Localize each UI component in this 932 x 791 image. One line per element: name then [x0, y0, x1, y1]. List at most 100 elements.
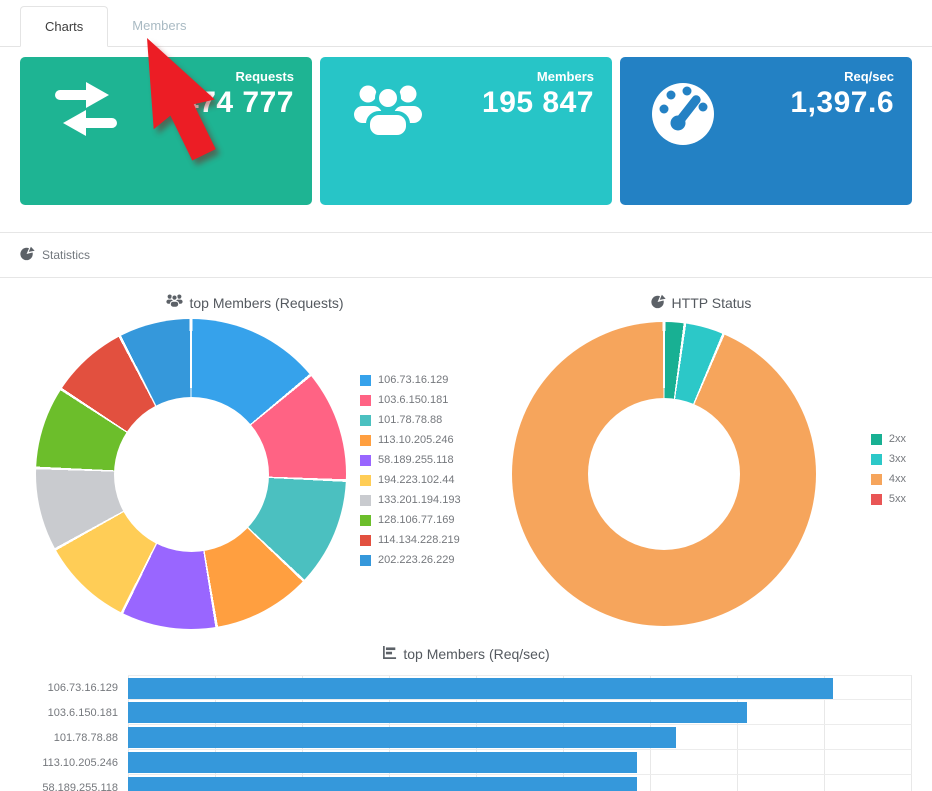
- color-swatch: [360, 494, 371, 506]
- bar-category-label: 106.73.16.129: [47, 681, 118, 694]
- bar-row: 101.78.78.88: [20, 725, 912, 750]
- donut-charts-row: top Members (Requests) 106.73.16.129 103.…: [0, 278, 932, 629]
- top-members-requests-panel: top Members (Requests) 106.73.16.129 103.…: [20, 294, 490, 629]
- reqsec-card-label: Req/sec: [844, 69, 894, 84]
- color-swatch: [360, 394, 371, 406]
- members-card-value: 195 847: [482, 86, 594, 119]
- legend-item[interactable]: 113.10.205.246: [360, 434, 461, 446]
- color-swatch: [360, 414, 371, 426]
- users-icon: [166, 294, 184, 311]
- members-card: Members 195 847: [320, 57, 612, 205]
- bar-row: 58.189.255.118: [20, 775, 912, 791]
- bar[interactable]: [128, 777, 637, 791]
- legend-label: 128.106.77.169: [378, 514, 455, 526]
- top-members-requests-title-text: top Members (Requests): [189, 294, 344, 311]
- legend-item[interactable]: 2xx: [870, 433, 906, 445]
- bar-row: 113.10.205.246: [20, 750, 912, 775]
- legend-item[interactable]: 101.78.78.88: [360, 414, 461, 426]
- statistics-section-header: Statistics: [0, 232, 932, 278]
- legend-label: 2xx: [888, 433, 906, 445]
- legend-label: 106.73.16.129: [378, 374, 449, 386]
- members-card-text: Members 195 847: [482, 69, 594, 120]
- stat-cards-row: Requests 474 777 Members 195 847: [0, 47, 932, 205]
- reqsec-card: Req/sec 1,397.6: [620, 57, 912, 205]
- bar-category-label: 113.10.205.246: [42, 756, 118, 769]
- legend-item[interactable]: 194.223.102.44: [360, 474, 461, 486]
- legend-item[interactable]: 103.6.150.181: [360, 394, 461, 406]
- http-status-title-text: HTTP Status: [671, 295, 752, 311]
- color-swatch: [870, 453, 882, 465]
- top-members-reqsec-title-text: top Members (Req/sec): [403, 646, 550, 662]
- tab-charts[interactable]: Charts: [20, 6, 109, 47]
- legend-item[interactable]: 3xx: [870, 453, 906, 465]
- legend-item[interactable]: 133.201.194.193: [360, 494, 461, 506]
- bar-category-label: 101.78.78.88: [53, 731, 118, 744]
- bar-track: [128, 675, 912, 700]
- color-swatch: [360, 554, 371, 566]
- legend-label: 133.201.194.193: [378, 494, 461, 506]
- pie-chart-icon: [20, 246, 35, 264]
- requests-card: Requests 474 777: [20, 57, 312, 205]
- pie-chart-icon: [650, 294, 666, 312]
- exchange-icon: [50, 81, 122, 142]
- top-members-reqsec-panel: top Members (Req/sec) 106.73.16.129 103.6…: [0, 629, 932, 791]
- tab-members[interactable]: Members: [132, 18, 187, 33]
- color-swatch: [360, 434, 371, 446]
- requests-card-text: Requests 474 777: [182, 69, 294, 120]
- top-members-reqsec-title: top Members (Req/sec): [20, 645, 912, 663]
- legend-label: 113.10.205.246: [378, 434, 454, 446]
- requests-card-value: 474 777: [182, 86, 294, 119]
- color-swatch: [870, 493, 882, 505]
- users-icon: [350, 81, 426, 142]
- http-status-title: HTTP Status: [490, 294, 912, 312]
- legend-label: 202.223.26.229: [378, 554, 455, 566]
- bar-category-label: 103.6.150.181: [47, 706, 118, 719]
- color-swatch: [360, 374, 371, 386]
- legend-label: 5xx: [888, 493, 906, 505]
- bar-row: 103.6.150.181: [20, 700, 912, 725]
- legend-item[interactable]: 128.106.77.169: [360, 514, 461, 526]
- top-members-requests-donut[interactable]: [36, 319, 346, 629]
- color-swatch: [360, 474, 371, 486]
- http-status-donut[interactable]: [512, 322, 816, 626]
- reqsec-card-text: Req/sec 1,397.6: [790, 69, 894, 120]
- bar-category-label: 58.189.255.118: [42, 781, 118, 791]
- legend-item[interactable]: 58.189.255.118: [360, 454, 461, 466]
- legend-label: 3xx: [888, 453, 906, 465]
- color-swatch: [870, 473, 882, 485]
- legend-item[interactable]: 4xx: [870, 473, 906, 485]
- top-members-requests-legend: 106.73.16.129 103.6.150.181 101.78.78.88 11…: [360, 374, 461, 566]
- http-status-chart: 2xx 3xx 4xx 5xx: [490, 312, 912, 626]
- http-status-panel: HTTP Status 2xx 3xx 4xx 5xx: [490, 294, 912, 629]
- legend-item[interactable]: 5xx: [870, 493, 906, 505]
- bar[interactable]: [128, 727, 677, 748]
- bar-track: [128, 700, 912, 725]
- legend-item[interactable]: 106.73.16.129: [360, 374, 461, 386]
- bar[interactable]: [128, 678, 833, 699]
- legend-label: 103.6.150.181: [378, 394, 449, 406]
- bar[interactable]: [128, 752, 637, 773]
- legend-item[interactable]: 202.223.26.229: [360, 554, 461, 566]
- legend-item[interactable]: 114.134.228.219: [360, 534, 461, 546]
- bar-track: [128, 750, 912, 775]
- top-members-reqsec-chart[interactable]: 106.73.16.129 103.6.150.181 101.78.78.88 11…: [20, 675, 912, 791]
- color-swatch: [360, 514, 371, 526]
- members-card-label: Members: [536, 69, 594, 84]
- bar-chart-icon: [382, 645, 397, 663]
- color-swatch: [870, 433, 882, 445]
- tachometer-icon: [650, 81, 716, 152]
- color-swatch: [360, 454, 371, 466]
- bar-track: [128, 725, 912, 750]
- color-swatch: [360, 534, 371, 546]
- bar[interactable]: [128, 702, 747, 723]
- legend-label: 194.223.102.44: [378, 474, 455, 486]
- statistics-title: Statistics: [42, 248, 91, 262]
- http-status-legend: 2xx 3xx 4xx 5xx: [870, 433, 906, 505]
- top-members-requests-chart: 106.73.16.129 103.6.150.181 101.78.78.88 11…: [20, 311, 490, 629]
- bar-track: [128, 775, 912, 791]
- legend-label: 114.134.228.219: [378, 534, 460, 546]
- tab-bar: Charts Members: [0, 0, 932, 47]
- requests-card-label: Requests: [235, 69, 294, 84]
- legend-label: 58.189.255.118: [378, 454, 454, 466]
- reqsec-card-value: 1,397.6: [790, 86, 894, 119]
